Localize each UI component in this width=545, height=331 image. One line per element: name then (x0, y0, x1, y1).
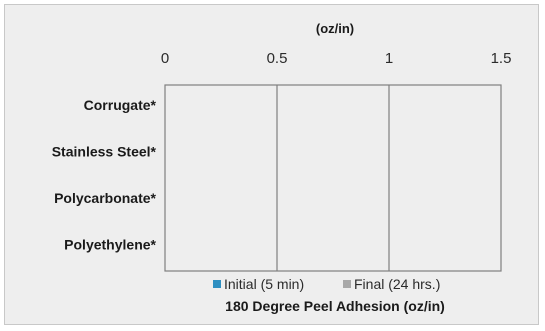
plot-area (164, 84, 502, 272)
legend-label: Initial (5 min) (224, 276, 304, 292)
legend: Initial (5 min) Final (24 hrs.) (213, 276, 440, 292)
peel-adhesion-chart: (oz/in) 0 0.5 1 1.5 Corrugate* Stainless Ste… (52, 21, 512, 314)
x-tick-labels: 0 0.5 1 1.5 (161, 50, 512, 67)
category-label: Polyethylene* (64, 236, 156, 252)
x-tick-label: 1 (385, 50, 393, 67)
category-label: Stainless Steel* (52, 143, 157, 159)
chart-frame: (oz/in) 0 0.5 1 1.5 Corrugate* Stainless Ste… (4, 4, 539, 325)
x-tick-label: 0 (161, 50, 169, 67)
x-axis-title: 180 Degree Peel Adhesion (oz/in) (225, 298, 445, 314)
x-tick-label: 1.5 (491, 50, 512, 67)
category-labels: Corrugate* Stainless Steel* Polycarbonate*… (52, 97, 157, 253)
x-tick-label: 0.5 (267, 50, 288, 67)
legend-swatch (213, 280, 221, 288)
legend-swatch (343, 280, 351, 288)
category-label: Corrugate* (84, 97, 157, 113)
category-label: Polycarbonate* (54, 190, 156, 206)
legend-label: Final (24 hrs.) (354, 276, 440, 292)
axis-unit-top: (oz/in) (316, 21, 354, 36)
gridlines (276, 85, 390, 271)
